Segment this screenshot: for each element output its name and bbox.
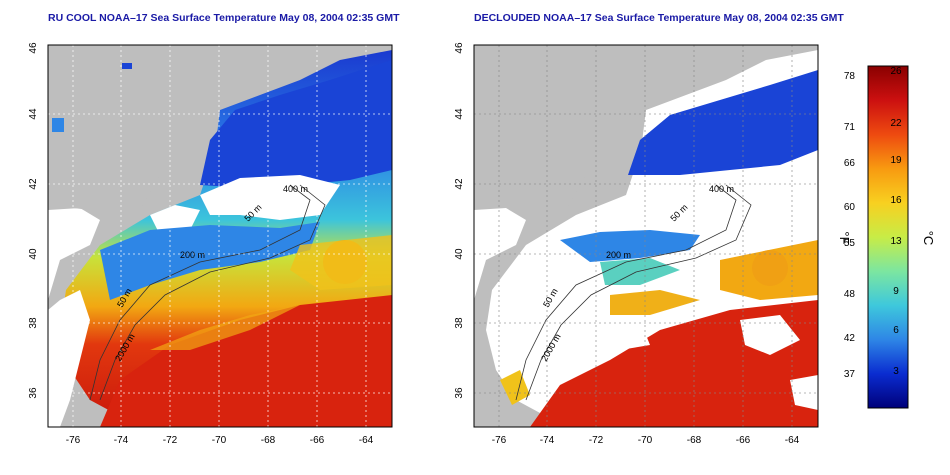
left-lat-tick: 42 [28, 178, 39, 190]
right-map-frame [473, 44, 819, 428]
right-lat-tick: 36 [454, 387, 465, 399]
left-lat-tick: 36 [28, 387, 39, 399]
f-tick: 48 [844, 289, 856, 300]
right-lon-tick: -66 [736, 435, 751, 446]
f-tick: 37 [844, 369, 856, 380]
colorbar-celsius-label: °C [921, 231, 936, 246]
right-lon-tick: -64 [785, 435, 800, 446]
f-tick: 78 [844, 71, 856, 82]
c-tick: 26 [890, 66, 902, 77]
colorbar-c-ticks: 26 22 19 16 13 9 6 3 [890, 66, 902, 377]
colorbar: 78 71 66 60 55 48 42 37 26 22 19 16 13 9… [837, 65, 936, 409]
f-tick: 66 [844, 158, 856, 169]
right-lat-axis: 36 38 40 42 44 46 [454, 42, 465, 399]
f-tick: 55 [844, 238, 856, 249]
right-lat-tick: 44 [454, 108, 465, 120]
colorbar-gradient [867, 65, 909, 409]
left-lon-tick: -76 [66, 435, 81, 446]
left-contour-label-400: 400 m [283, 184, 308, 194]
right-lon-tick: -68 [687, 435, 702, 446]
right-lat-tick: 46 [454, 42, 465, 54]
colorbar-f-ticks: 78 71 66 60 55 48 42 37 [844, 71, 856, 380]
left-lat-tick: 44 [28, 108, 39, 120]
right-lon-tick: -76 [492, 435, 507, 446]
colorbar-fahrenheit-label: °F [837, 231, 852, 244]
left-lon-axis: -76 -74 -72 -70 -68 -66 -64 [66, 435, 374, 446]
right-map-panel [474, 45, 818, 427]
f-tick: 60 [844, 202, 856, 213]
left-lon-tick: -64 [359, 435, 374, 446]
left-lon-tick: -68 [261, 435, 276, 446]
right-lon-tick: -70 [638, 435, 653, 446]
c-tick: 6 [893, 325, 899, 336]
right-lat-tick: 40 [454, 248, 465, 260]
c-tick: 19 [890, 155, 902, 166]
left-map-title: RU COOL NOAA–17 Sea Surface Temperature … [48, 12, 400, 24]
left-lat-axis: 36 38 40 42 44 46 [28, 42, 39, 399]
c-tick: 22 [890, 118, 902, 129]
left-lat-tick: 38 [28, 317, 39, 329]
f-tick: 71 [844, 122, 856, 133]
left-lon-tick: -72 [163, 435, 178, 446]
right-contour-label-400: 400 m [709, 184, 734, 194]
c-tick: 3 [893, 366, 899, 377]
right-lat-tick: 42 [454, 178, 465, 190]
left-lat-tick: 46 [28, 42, 39, 54]
right-lat-tick: 38 [454, 317, 465, 329]
left-map-frame [47, 44, 393, 428]
c-tick: 9 [893, 286, 899, 297]
right-map-title: DECLOUDED NOAA–17 Sea Surface Temperatur… [474, 12, 844, 24]
left-contour-label-200: 200 m [180, 250, 205, 260]
right-lon-tick: -74 [540, 435, 555, 446]
right-lon-axis: -76 -74 -72 -70 -68 -66 -64 [492, 435, 800, 446]
f-tick: 42 [844, 333, 856, 344]
right-contour-label-200: 200 m [606, 250, 631, 260]
c-tick: 16 [890, 195, 902, 206]
left-lon-tick: -66 [310, 435, 325, 446]
left-lon-tick: -74 [114, 435, 129, 446]
left-lon-tick: -70 [212, 435, 227, 446]
left-lat-tick: 40 [28, 248, 39, 260]
c-tick: 13 [890, 236, 902, 247]
left-map-panel [48, 45, 392, 427]
right-lon-tick: -72 [589, 435, 604, 446]
